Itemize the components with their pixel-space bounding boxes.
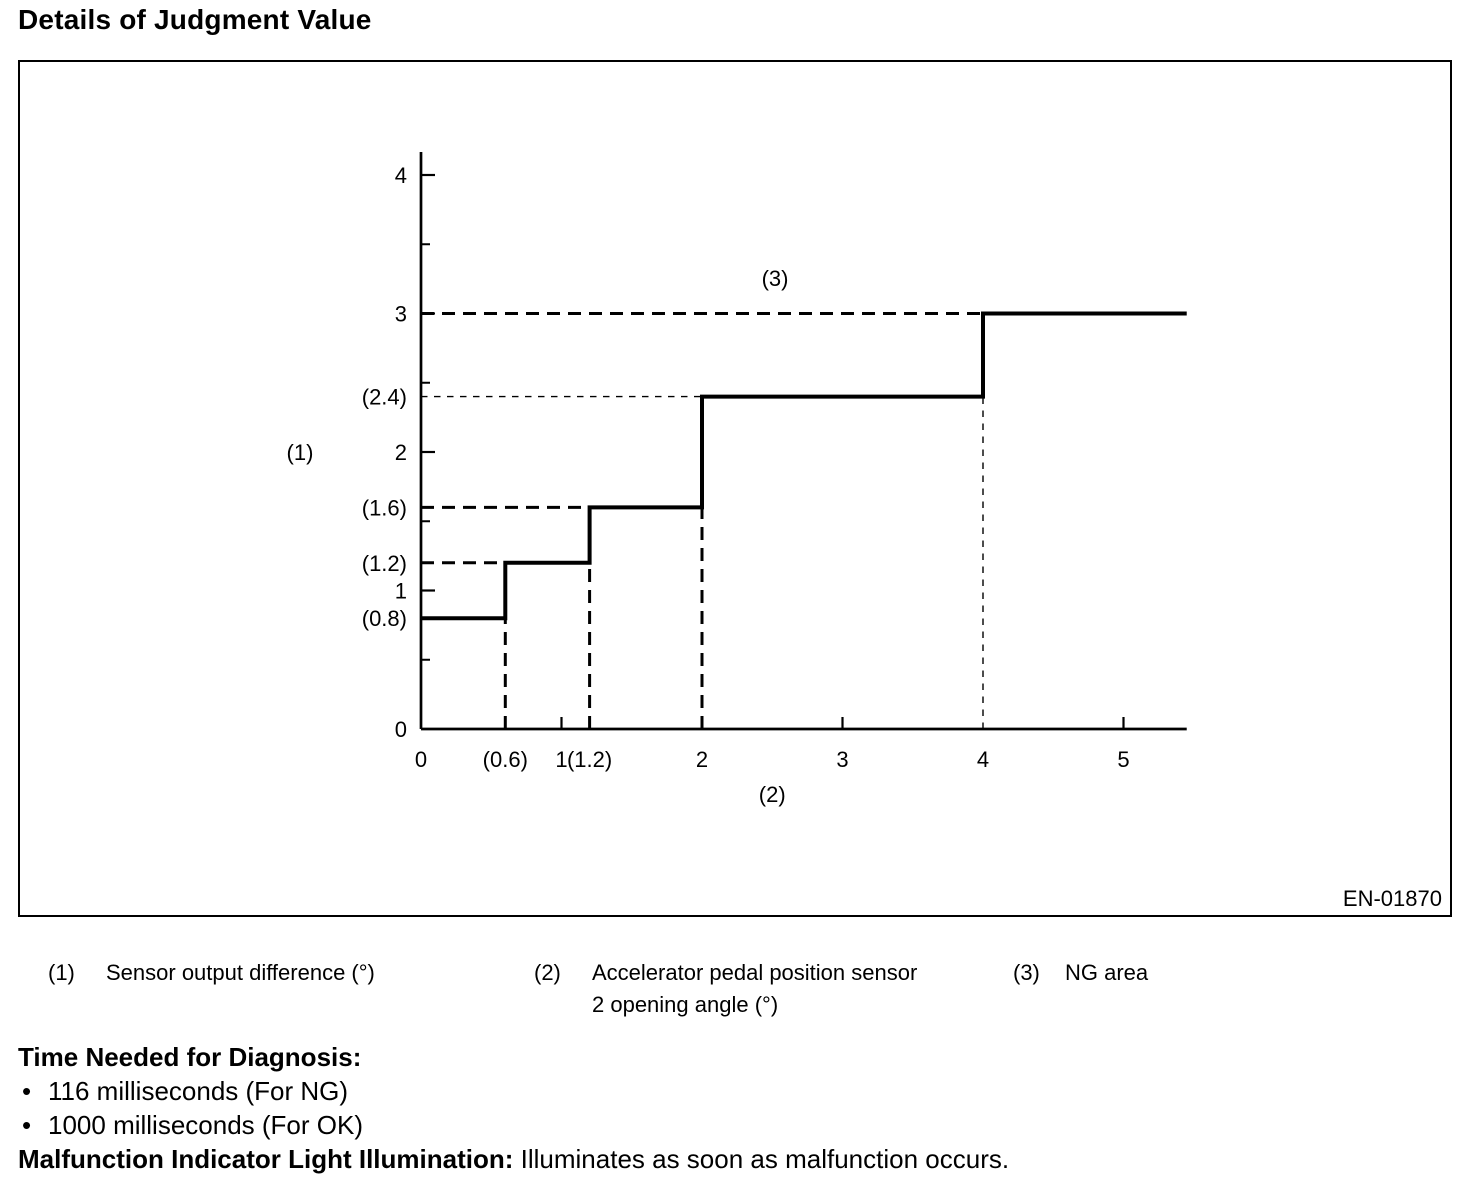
legend: (1) Sensor output difference (°) (2) Acc… bbox=[0, 957, 1472, 1035]
y-tick-label: 3 bbox=[395, 302, 407, 327]
page-title: Details of Judgment Value bbox=[18, 4, 372, 35]
diagnosis-bullet-text: 1000 milliseconds (For OK) bbox=[48, 1110, 363, 1140]
mil-heading: Malfunction Indicator Light Illumination… bbox=[18, 1144, 514, 1174]
bullet-marker: • bbox=[22, 1076, 32, 1106]
step-chart-svg: 43(2.4)2(1.6)(1.2)1(0.8)00 (0.6) 1 (1.2) 2 3 4… bbox=[287, 152, 1187, 807]
x-tick-label: 3 bbox=[836, 747, 848, 772]
y-tick-label: (1.6) bbox=[362, 495, 407, 520]
y-tick-label: (2.4) bbox=[362, 385, 407, 410]
diagnosis-bullet-text: 116 milliseconds (For NG) bbox=[48, 1076, 349, 1106]
diagnosis-bullet-item: • 1000 milliseconds (For OK) bbox=[18, 1108, 1458, 1142]
y-axis-label: (1) bbox=[287, 440, 314, 465]
x-tick-label: 4 bbox=[977, 747, 989, 772]
diagnosis-bullet-item: • 116 milliseconds (For NG) bbox=[18, 1074, 1458, 1108]
legend-item-text: NG area bbox=[1065, 960, 1149, 985]
ng-area-label: (3) bbox=[762, 266, 789, 291]
y-tick-label: 1 bbox=[395, 579, 407, 604]
x-tick-label: 2 bbox=[696, 747, 708, 772]
legend-item-text-line2: 2 opening angle (°) bbox=[592, 992, 779, 1017]
legend-item-text: Accelerator pedal position sensor bbox=[592, 960, 918, 985]
notes-section: Time Needed for Diagnosis: • 116 millisec… bbox=[18, 1040, 1458, 1176]
y-tick-label: 2 bbox=[395, 440, 407, 465]
legend-item-number: (3) bbox=[1013, 960, 1040, 985]
legend-item-sensor-output-difference: (1) Sensor output difference (°) bbox=[48, 957, 375, 989]
y-tick-label: (1.2) bbox=[362, 551, 407, 576]
figure-box: 4 3 (2.4) 2 (1.6) (1.2) 1 (0.8) 0 0 (0.6) 1 (1.2) 2 3 4… bbox=[18, 60, 1452, 917]
x-tick-label: 0 bbox=[415, 747, 427, 772]
x-tick-label: 5 bbox=[1117, 747, 1129, 772]
legend-item-accelerator-pedal: (2) Accelerator pedal position sensor 2 … bbox=[534, 957, 917, 1021]
legend-item-text: Sensor output difference (°) bbox=[106, 960, 375, 985]
judgment-step-line bbox=[421, 311, 1187, 621]
x-tick-label: (1.2) bbox=[567, 747, 612, 772]
x-tick-label: 1 bbox=[555, 747, 567, 772]
y-tick-label: 0 bbox=[395, 717, 407, 742]
x-axis-label: (2) bbox=[759, 782, 786, 807]
bullet-marker: • bbox=[22, 1110, 32, 1140]
y-tick-label: 4 bbox=[395, 163, 407, 188]
y-tick-label: (0.8) bbox=[362, 606, 407, 631]
figure-id-label: EN-01870 bbox=[1342, 886, 1442, 911]
mil-text: Illuminates as soon as malfunction occur… bbox=[513, 1144, 1010, 1174]
legend-item-number: (1) bbox=[48, 960, 75, 985]
diagnosis-heading: Time Needed for Diagnosis: bbox=[18, 1042, 362, 1072]
legend-item-number: (2) bbox=[534, 960, 561, 985]
x-tick-label: (0.6) bbox=[483, 747, 528, 772]
legend-item-ng-area: (3) NG area bbox=[1013, 957, 1148, 989]
mil-illumination-line: Malfunction Indicator Light Illumination… bbox=[18, 1142, 1458, 1176]
